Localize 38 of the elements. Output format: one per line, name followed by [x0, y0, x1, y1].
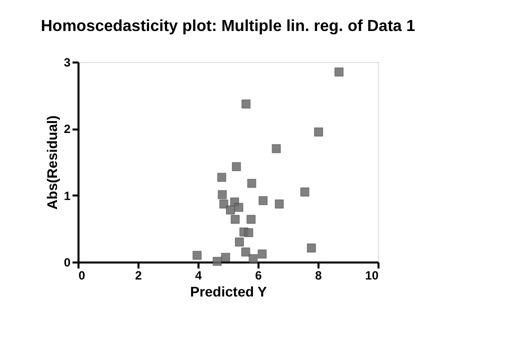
y-tick-label: 3: [64, 56, 71, 70]
point: [258, 196, 268, 206]
point: [218, 190, 227, 200]
x-axis-title: Predicted Y: [190, 284, 268, 300]
y-axis-title: Abs(Residual): [44, 115, 60, 210]
y-tick-label: 0: [64, 256, 71, 270]
point: [274, 200, 284, 208]
point: [314, 128, 324, 136]
point: [272, 144, 281, 154]
point: [226, 206, 235, 214]
point: [242, 100, 250, 108]
point: [219, 200, 228, 208]
point: [241, 248, 250, 256]
x-tick-label: 2: [135, 268, 142, 282]
x-tick-label: 10: [365, 268, 379, 282]
point: [246, 214, 256, 224]
chart-title: Homoscedasticity plot: Multiple lin. reg. of Data 1: [40, 18, 416, 35]
point: [258, 250, 267, 258]
point: [300, 188, 310, 196]
point: [232, 162, 241, 172]
y-tick-label: 1: [64, 188, 71, 203]
point: [306, 244, 316, 252]
point: [192, 250, 202, 260]
point: [217, 172, 226, 182]
point: [234, 202, 244, 212]
point: [334, 68, 344, 76]
point: [244, 228, 254, 238]
x-tick-label: 6: [255, 268, 262, 282]
point: [212, 256, 222, 266]
x-tick-label: 4: [195, 268, 202, 282]
x-tick-label: 0: [78, 268, 86, 282]
point: [248, 254, 258, 264]
y-tick-label: 2: [64, 122, 71, 136]
point: [247, 178, 256, 188]
point: [234, 238, 244, 246]
point: [221, 252, 230, 262]
point: [230, 214, 240, 224]
x-tick-label: 8: [315, 268, 322, 282]
